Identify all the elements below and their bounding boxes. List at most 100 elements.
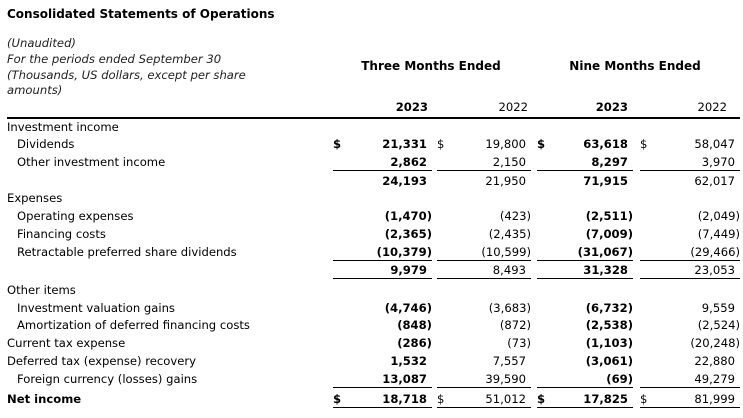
table-row: Deferred tax (expense) recovery 1,532 7,55… xyxy=(0,352,743,370)
cell-value: (69) xyxy=(606,372,633,386)
cell-value: (2,511) xyxy=(585,209,633,223)
row-label: Operating expenses xyxy=(17,209,134,223)
cell-value: 3,970 xyxy=(701,155,735,169)
cell-9m-2022: 49,279 xyxy=(640,370,740,388)
header-rule xyxy=(7,117,740,119)
cell-value: 2,150 xyxy=(492,155,526,169)
year-header-3m-2023: 2023 xyxy=(395,100,428,114)
cell-9m-2022: $58,047 xyxy=(640,135,740,152)
cell-value: (7,449) xyxy=(697,227,740,241)
cell-3m-2022: (3,683) xyxy=(437,299,531,316)
cell-value: 24,193 xyxy=(382,174,427,188)
cell-3m-2023: (10,379) xyxy=(333,243,432,261)
cell-value: 58,047 xyxy=(694,137,735,151)
table-row: Amortization of deferred financing costs… xyxy=(0,316,743,334)
cell-value: (4,746) xyxy=(384,301,432,315)
cell-3m-2023: (848) xyxy=(333,316,432,333)
cell-value: 8,493 xyxy=(492,263,526,277)
cell-value: 23,053 xyxy=(694,263,735,277)
cell-value: (2,524) xyxy=(697,318,740,332)
cell-9m-2023: 71,915 xyxy=(537,172,633,189)
units-note: (Thousands, US dollars, except per share xyxy=(7,68,246,82)
cell-value: (286) xyxy=(397,336,432,350)
table-row: Dividends $21,331 $19,800 $63,618 $58,047 xyxy=(0,135,743,153)
row-label: Other investment income xyxy=(17,155,166,169)
cell-value: 9,979 xyxy=(390,263,427,277)
cell-value: 39,590 xyxy=(485,372,526,386)
currency-symbol: $ xyxy=(640,392,648,406)
cell-3m-2023: 2,862 xyxy=(333,153,432,171)
row-label: Financing costs xyxy=(17,227,106,241)
cell-value: (10,379) xyxy=(376,245,432,259)
cell-value: (73) xyxy=(507,336,531,350)
currency-symbol: $ xyxy=(333,392,342,406)
cell-9m-2022: 62,017 xyxy=(640,172,740,189)
statement-title: Consolidated Statements of Operations xyxy=(7,7,275,21)
cell-3m-2022: 7,557 xyxy=(437,352,531,369)
cell-9m-2022: $81,999 xyxy=(640,390,740,408)
row-label: Amortization of deferred financing costs xyxy=(17,318,250,332)
cell-9m-2022: (20,248) xyxy=(640,334,740,351)
cell-3m-2022: 8,493 xyxy=(437,261,531,279)
cell-9m-2023: (7,009) xyxy=(537,225,633,242)
currency-symbol: $ xyxy=(333,137,342,151)
cell-9m-2022: 9,559 xyxy=(640,299,740,316)
cell-value: 2,862 xyxy=(390,155,427,169)
table-row: Foreign currency (losses) gains 13,087 39,… xyxy=(0,370,743,388)
currency-symbol: $ xyxy=(640,137,648,151)
table-row: 9,979 8,493 31,328 23,053 xyxy=(0,261,743,279)
cell-9m-2023: (69) xyxy=(537,370,633,388)
table-row: Retractable preferred share dividends (10… xyxy=(0,243,743,261)
cell-3m-2022: 39,590 xyxy=(437,370,531,388)
cell-9m-2022: (7,449) xyxy=(640,225,740,242)
cell-value: 22,880 xyxy=(694,354,735,368)
cell-value: 49,279 xyxy=(694,372,735,386)
row-label: Investment income xyxy=(7,120,119,134)
cell-9m-2023: (1,103) xyxy=(537,334,633,351)
cell-9m-2022: 23,053 xyxy=(640,261,740,279)
cell-3m-2022: (10,599) xyxy=(437,243,531,261)
cell-9m-2023: $63,618 xyxy=(537,135,633,152)
table-row: Investment income xyxy=(0,118,743,136)
cell-9m-2022: (29,466) xyxy=(640,243,740,261)
cell-9m-2023: (2,511) xyxy=(537,207,633,224)
nine-months-header: Nine Months Ended xyxy=(569,59,701,73)
cell-value: 21,950 xyxy=(485,174,526,188)
cell-value: 51,012 xyxy=(485,392,526,406)
table-row: Operating expenses (1,470) (423) (2,511) (2,… xyxy=(0,207,743,225)
cell-value: 71,915 xyxy=(583,174,628,188)
unaudited-note: (Unaudited) xyxy=(7,36,76,50)
row-label: Retractable preferred share dividends xyxy=(17,245,237,259)
cell-value: (10,599) xyxy=(481,245,531,259)
cell-value: (872) xyxy=(499,318,531,332)
cell-value: 19,800 xyxy=(485,137,526,151)
cell-value: 8,297 xyxy=(591,155,628,169)
cell-value: 31,328 xyxy=(583,263,628,277)
row-label: Expenses xyxy=(7,191,63,205)
cell-9m-2022: 22,880 xyxy=(640,352,740,369)
cell-3m-2022: (423) xyxy=(437,207,531,224)
row-label: Current tax expense xyxy=(7,336,126,350)
cell-9m-2022: (2,524) xyxy=(640,316,740,333)
cell-3m-2023: 13,087 xyxy=(333,370,432,388)
cell-value: 1,532 xyxy=(390,354,427,368)
row-label: Dividends xyxy=(17,137,75,151)
cell-value: 7,557 xyxy=(492,354,526,368)
cell-9m-2023: 31,328 xyxy=(537,261,633,279)
year-header-3m-2022: 2022 xyxy=(498,100,528,114)
units-note-cont: amounts) xyxy=(7,83,63,97)
table-row: Current tax expense (286) (73) (1,103) (20,2… xyxy=(0,334,743,352)
currency-symbol: $ xyxy=(437,137,445,151)
currency-symbol: $ xyxy=(437,392,445,406)
table-row: 24,193 21,950 71,915 62,017 xyxy=(0,172,743,190)
cell-value: (1,103) xyxy=(585,336,633,350)
cell-9m-2023: $17,825 xyxy=(537,390,633,408)
cell-value: (29,466) xyxy=(690,245,740,259)
cell-value: 63,618 xyxy=(583,137,628,151)
table-row: Expenses xyxy=(0,189,743,207)
table-row: Other items xyxy=(0,281,743,299)
cell-3m-2022: (872) xyxy=(437,316,531,333)
cell-value: (20,248) xyxy=(690,336,740,350)
cell-value: (423) xyxy=(499,209,531,223)
